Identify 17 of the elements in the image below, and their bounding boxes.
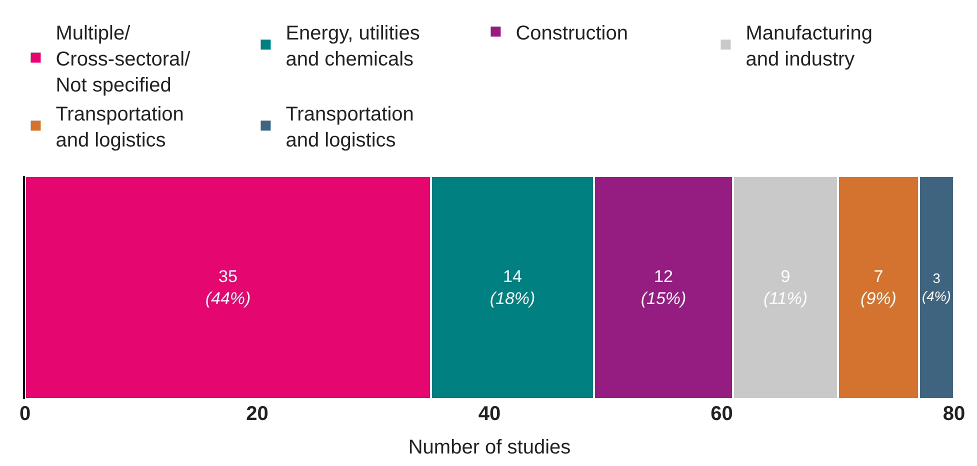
- legend-label: Multiple/ Cross-sectoral/ Not specified: [56, 22, 191, 96]
- legend-label: Transportation and logistics: [286, 103, 414, 152]
- x-tick-label: 40: [478, 403, 501, 425]
- data-label: 3 (4%): [922, 271, 951, 304]
- data-label: 14 (18%): [490, 266, 536, 308]
- x-tick-label: 20: [246, 403, 268, 425]
- data-label: 7 (9%): [860, 266, 896, 308]
- legend-label: Transportation and logistics: [56, 103, 184, 152]
- legend-label: Construction: [516, 22, 628, 44]
- data-label: 12 (15%): [640, 266, 686, 308]
- x-tick-label: 80: [942, 403, 966, 425]
- legend-label: Manufacturing and industry: [746, 22, 872, 70]
- x-tick-label: 0: [19, 403, 31, 425]
- x-tick-label: 60: [710, 403, 733, 425]
- legend-label: Energy, utilities and chemicals: [286, 22, 420, 70]
- x-axis-title: Number of studies: [408, 436, 571, 458]
- data-label: 35 (44%): [205, 266, 251, 308]
